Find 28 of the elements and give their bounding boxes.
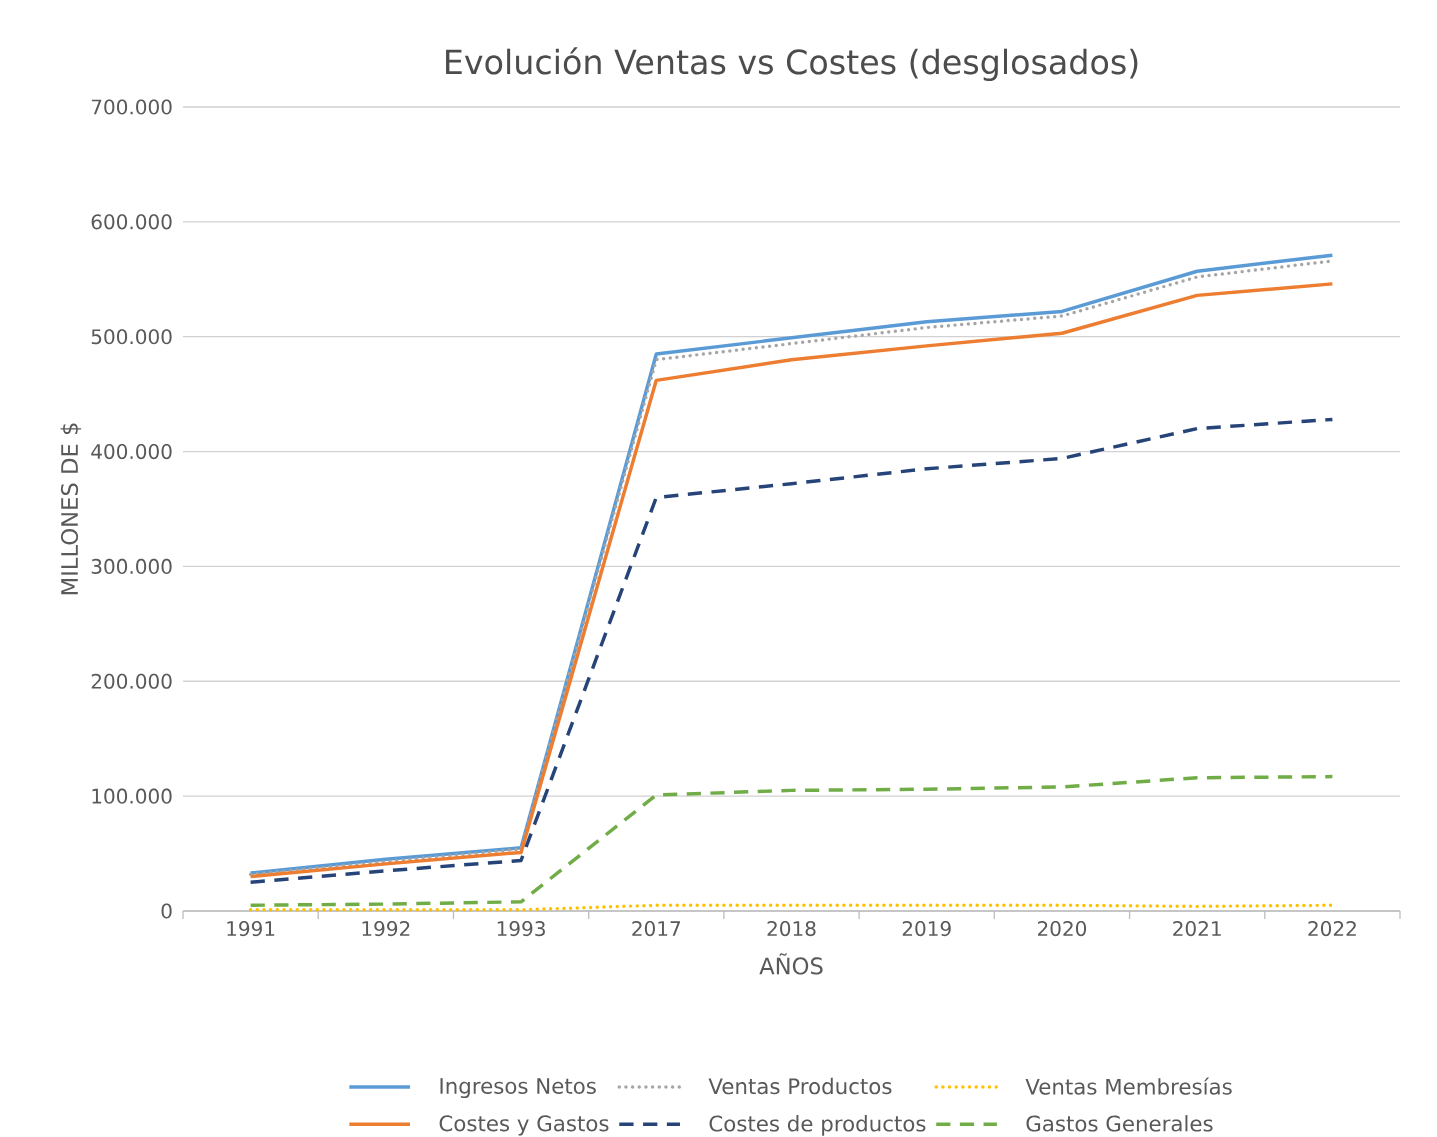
legend-label: Ventas Productos (708, 1077, 892, 1095)
x-axis-title: AÑOS (759, 953, 823, 975)
legend-label: Costes y Gastos (439, 1115, 609, 1136)
x-tick-label: 1991 (227, 921, 275, 937)
y-tick-label: 500.000 (91, 329, 172, 345)
x-tick-label: 1992 (362, 921, 410, 937)
legend-label: Costes de productos (709, 1115, 926, 1136)
y-axis-title: MILLONES DE $ (60, 423, 82, 595)
y-tick-label: 300.000 (91, 558, 172, 574)
chart-title: Evolución Ventas vs Costes (desglosados) (446, 47, 1138, 81)
line-series (248, 417, 1335, 885)
x-tick-label: 2020 (1037, 921, 1087, 937)
y-tick-label: 0 (161, 903, 172, 919)
x-tick-label: 1993 (497, 921, 545, 937)
x-tick-label: 2022 (1308, 921, 1356, 937)
y-tick-label: 600.000 (91, 214, 172, 230)
legend-label: Ventas Membresías (1025, 1077, 1232, 1095)
x-tick-label: 2017 (632, 921, 681, 937)
legend-label: Ingresos Netos (440, 1078, 596, 1099)
x-tick-label: 2018 (767, 921, 816, 937)
legend-label: Gastos Generales (1026, 1115, 1213, 1132)
x-tick-label: 2019 (902, 921, 951, 937)
line-series (248, 774, 1335, 907)
y-tick-label: 700.000 (91, 99, 172, 115)
y-tick-label: 400.000 (91, 443, 172, 460)
y-tick-label: 200.000 (91, 673, 172, 689)
x-tick-label: 2021 (1173, 921, 1221, 937)
y-tick-label: 100.000 (92, 788, 172, 804)
